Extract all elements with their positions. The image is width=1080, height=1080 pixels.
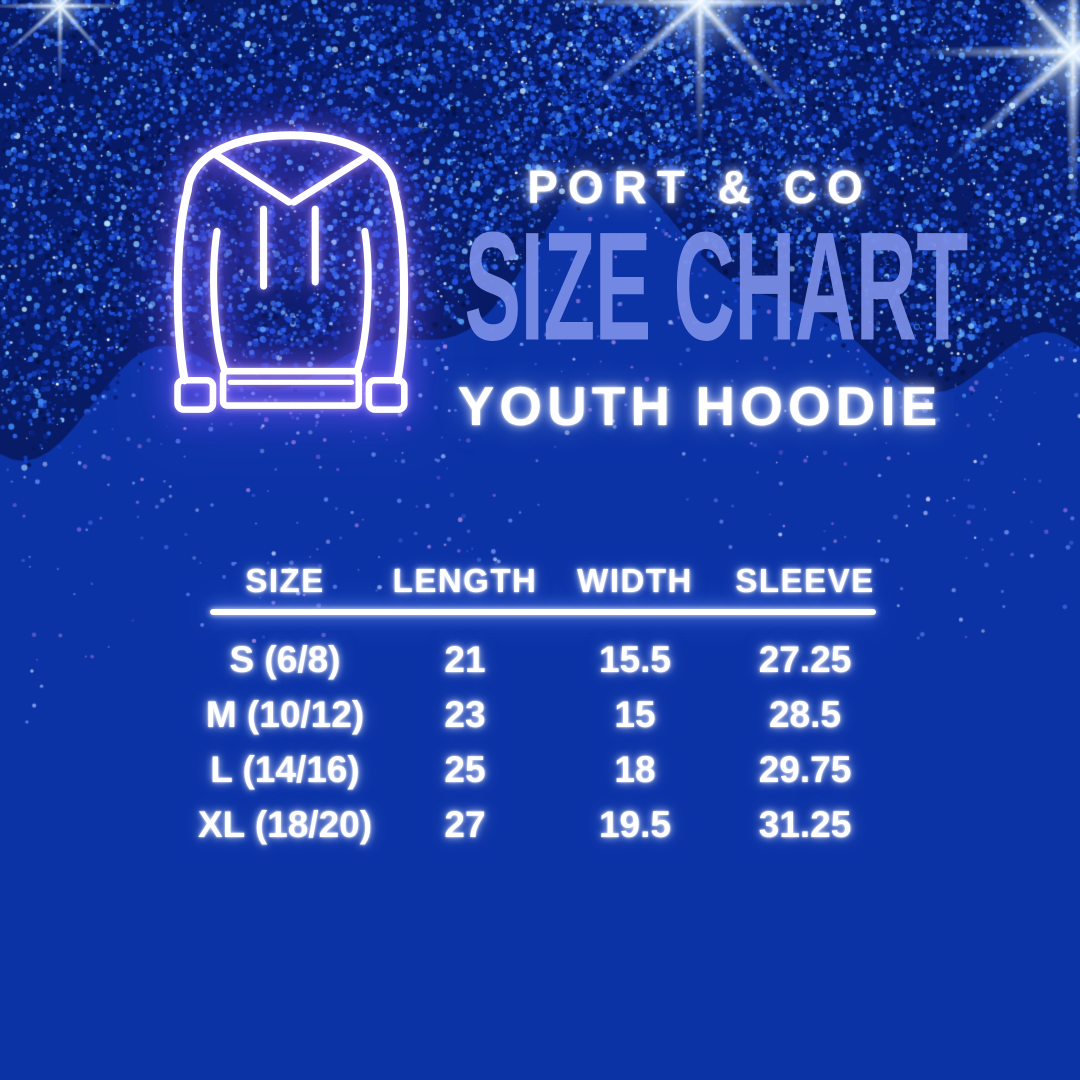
value-cell: 27.25 — [758, 638, 852, 680]
value-cell: 25 — [444, 748, 486, 790]
column-header: LENGTH — [392, 562, 538, 599]
value-cell: 19.5 — [598, 803, 671, 845]
table-row: S (6/8) 21 15.5 27.25 — [190, 632, 890, 687]
hoodie-icon — [156, 116, 440, 440]
size-cell: XL (18/20) — [197, 803, 373, 845]
size-table: SIZE LENGTH WIDTH SLEEVE S (6/8) 21 15.5 27.25… — [190, 560, 890, 852]
value-cell: 23 — [444, 693, 486, 735]
table-row: M (10/12) 23 15 28.5 — [190, 687, 890, 742]
value-cell: 15.5 — [598, 638, 671, 680]
size-cell: L (14/16) — [210, 748, 360, 790]
value-cell: 29.75 — [758, 748, 852, 790]
table-row: L (14/16) 25 18 29.75 — [190, 742, 890, 797]
value-cell: 18 — [614, 748, 656, 790]
value-cell: 21 — [444, 638, 486, 680]
table-divider — [210, 609, 876, 615]
value-cell: 27 — [444, 803, 486, 845]
size-cell: M (10/12) — [205, 693, 365, 735]
value-cell: 15 — [614, 693, 656, 735]
poster-title: SIZE CHART — [464, 200, 968, 373]
table-body: S (6/8) 21 15.5 27.25 M (10/12) 23 15 28.5 L (14… — [190, 632, 890, 852]
product-name: YOUTH HOODIE — [457, 375, 943, 437]
brand-name: PORT & CO — [527, 161, 873, 213]
size-cell: S (6/8) — [229, 638, 341, 680]
column-header: WIDTH — [577, 562, 693, 599]
hoodie-icon-svg — [173, 131, 409, 413]
column-header: SLEEVE — [735, 562, 875, 599]
value-cell: 28.5 — [768, 693, 841, 735]
table-header-row: SIZE LENGTH WIDTH SLEEVE — [190, 560, 890, 602]
column-header: SIZE — [245, 562, 325, 599]
table-row: XL (18/20) 27 19.5 31.25 — [190, 797, 890, 852]
value-cell: 31.25 — [758, 803, 852, 845]
